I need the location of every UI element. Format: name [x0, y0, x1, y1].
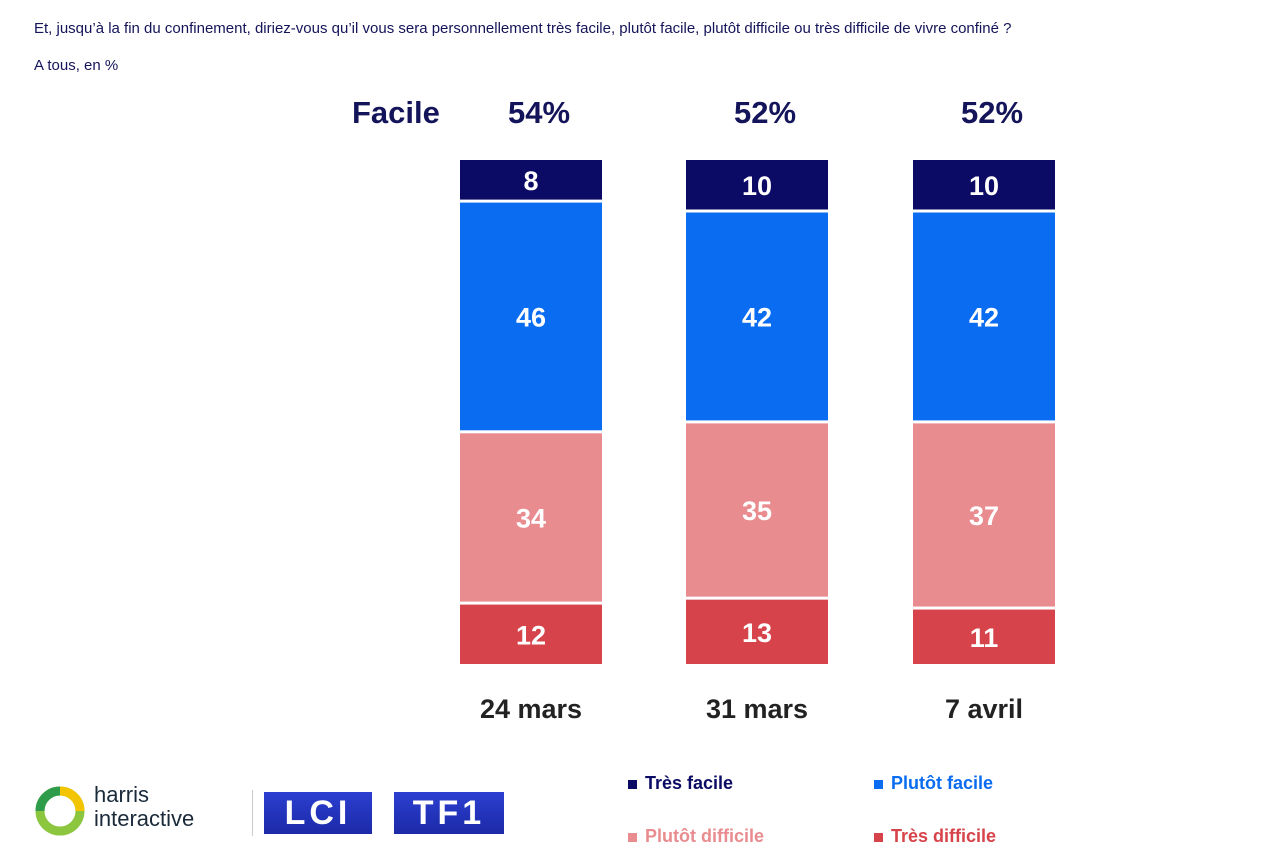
bar-tres-difficile-24-mars: [460, 604, 602, 664]
total-label-24-mars: 54%: [508, 95, 570, 130]
harris-ring-icon: [35, 786, 85, 836]
bar-plutot-facile-31-mars: [686, 212, 828, 421]
bar-tres-facile-24-mars: [460, 160, 602, 200]
data-label-plutot-difficile-7-avril: 37: [969, 501, 999, 531]
legend-swatch-plutot-difficile: [628, 832, 637, 842]
data-label-plutot-facile-7-avril: 42: [969, 302, 999, 332]
data-label-plutot-difficile-31-mars: 35: [742, 496, 772, 526]
legend-label-plutot-difficile: Plutôt difficile: [645, 826, 764, 846]
legend-label-plutot-facile: Plutôt facile: [891, 773, 994, 793]
total-label-7-avril: 52%: [961, 95, 1023, 130]
legend-tres-facile: Très facile: [628, 773, 733, 794]
data-label-tres-facile-24-mars: 8: [523, 166, 538, 196]
bar-plutot-difficile-24-mars: [460, 433, 602, 602]
question-text: Et, jusqu’à la fin du confinement, dirie…: [34, 20, 1012, 37]
data-label-plutot-facile-24-mars: 46: [516, 302, 546, 332]
bar-tres-difficile-31-mars: [686, 599, 828, 664]
data-label-tres-difficile-31-mars: 13: [742, 618, 772, 648]
harris-logo-line2: interactive: [94, 806, 195, 831]
total-label-31-mars: 52%: [734, 95, 796, 130]
bar-tres-facile-31-mars: [686, 160, 828, 210]
tf1-logo: TF1: [394, 792, 504, 834]
bar-tres-facile-7-avril: [913, 160, 1055, 210]
bar-plutot-difficile-31-mars: [686, 423, 828, 597]
legend-plutot-facile: Plutôt facile: [874, 773, 993, 794]
legend-swatch-tres-facile: [628, 779, 637, 789]
legend-plutot-difficile: Plutôt difficile: [628, 826, 764, 847]
data-label-tres-difficile-7-avril: 11: [970, 623, 999, 653]
logo-divider: [252, 790, 253, 836]
harris-logo-text: harris interactive: [94, 783, 194, 831]
data-label-tres-difficile-24-mars: 12: [516, 620, 546, 650]
harris-logo-line1: harris: [94, 782, 150, 807]
legend-label-tres-facile: Très facile: [645, 773, 734, 793]
stacked-bar-chart: Facile 8 46 34 12 54% 24 mars 10 42 35 13 52% 31 mar…: [352, 95, 1055, 724]
bar-tres-difficile-7-avril: [913, 609, 1055, 664]
lci-logo: LCI: [264, 792, 372, 834]
legend-label-tres-difficile: Très difficile: [891, 826, 997, 846]
bar-plutot-facile-7-avril: [913, 212, 1055, 421]
legend-swatch-plutot-facile: [874, 779, 883, 789]
category-label-24-mars: 24 mars: [480, 694, 582, 724]
harris-interactive-logo: harris interactive: [34, 783, 244, 839]
data-label-tres-facile-7-avril: 10: [969, 171, 999, 201]
bar-plutot-difficile-7-avril: [913, 423, 1055, 607]
bar-plutot-facile-24-mars: [460, 202, 602, 431]
category-label-31-mars: 31 mars: [706, 694, 808, 724]
data-label-plutot-facile-31-mars: 42: [742, 302, 772, 332]
data-label-tres-facile-31-mars: 10: [742, 171, 772, 201]
data-label-plutot-difficile-24-mars: 34: [516, 503, 546, 533]
category-label-7-avril: 7 avril: [945, 694, 1023, 724]
base-text: A tous, en %: [34, 57, 119, 74]
legend-swatch-tres-difficile: [874, 832, 883, 842]
legend-tres-difficile: Très difficile: [874, 826, 996, 847]
facile-label: Facile: [352, 95, 440, 130]
